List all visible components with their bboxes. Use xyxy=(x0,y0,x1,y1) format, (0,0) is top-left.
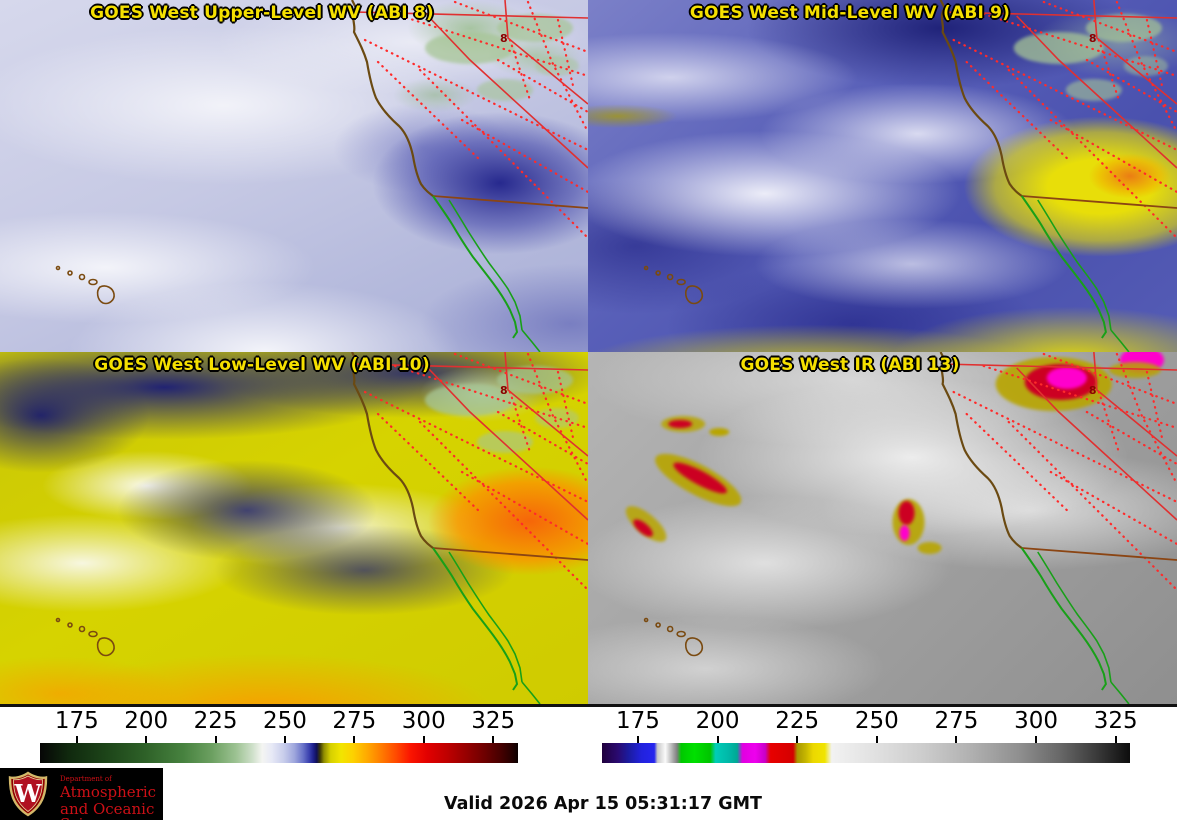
map-overlay-host: 8 xyxy=(0,0,588,352)
panel-title: GOES West IR (ABI 13) xyxy=(740,355,960,375)
coast-marker: 8 xyxy=(1089,32,1097,45)
county-borders-dotted xyxy=(363,0,588,240)
uw-crest-icon: W xyxy=(8,771,48,817)
ir-cold-cloud-enhancement xyxy=(625,352,1164,554)
coastline xyxy=(351,352,434,549)
colorbar-tick-label: 325 xyxy=(1093,708,1138,734)
us-mexico-border xyxy=(432,547,588,561)
svg-text:W: W xyxy=(14,779,43,808)
colorbar-tick xyxy=(1114,736,1117,743)
hawaii-islands xyxy=(55,617,115,657)
terrain-shading xyxy=(425,14,579,101)
colorbar-tick-label: 200 xyxy=(124,708,169,734)
colorbar-tick-label: 225 xyxy=(193,708,238,734)
colorbar-tick xyxy=(492,736,495,743)
colorbar-tick xyxy=(214,736,217,743)
coast-marker: 8 xyxy=(1089,384,1097,397)
valid-timestamp: Valid 2026 Apr 15 05:31:17 GMT xyxy=(444,794,762,814)
map-overlay: 8 xyxy=(625,352,1177,704)
colorbar-tick xyxy=(636,736,639,743)
logo-line1-text: Atmospheric xyxy=(60,783,157,801)
baja-outline xyxy=(1020,195,1130,352)
panel-ir: 8 GOES West IR (ABI 13) xyxy=(588,352,1177,707)
colorbar-tick-label: 250 xyxy=(263,708,307,734)
colorbar-tick-label: 300 xyxy=(1014,708,1059,734)
colorbar-tick-label: 250 xyxy=(854,708,899,734)
baja-outline xyxy=(432,547,541,704)
colorbar-tick xyxy=(875,736,878,743)
map-overlay: 8 xyxy=(55,352,588,704)
state-borders xyxy=(353,352,588,521)
map-overlay-host: 8 xyxy=(0,352,588,704)
us-mexico-border xyxy=(432,195,588,209)
colorbar-tick xyxy=(1035,736,1038,743)
colorbar-tick-label: 300 xyxy=(401,708,446,734)
map-overlay-host: 8 xyxy=(588,352,1177,704)
map-overlay-host: 8 xyxy=(588,0,1177,352)
colorbar-tick-label: 175 xyxy=(615,708,660,734)
hawaii-islands xyxy=(643,265,704,305)
coastline xyxy=(351,0,434,197)
colorbar-tick xyxy=(716,736,719,743)
state-borders xyxy=(942,352,1177,521)
panel-mid-level-wv: 8 GOES West Mid-Level WV (ABI 9) xyxy=(588,0,1177,352)
panel-upper-level-wv: 8 GOES West Upper-Level WV (ABI 8) xyxy=(0,0,588,352)
wv-colorbar-ticks xyxy=(40,736,518,743)
county-borders-dotted xyxy=(952,0,1177,240)
colorbar-tick-label: 175 xyxy=(54,708,99,734)
county-borders-dotted xyxy=(363,352,588,592)
colorbar-tick-label: 275 xyxy=(332,708,377,734)
colorbar-tick xyxy=(796,736,799,743)
colorbar-tick xyxy=(353,736,356,743)
state-borders xyxy=(353,0,588,169)
coast-marker: 8 xyxy=(500,32,508,45)
terrain-shading xyxy=(425,366,579,453)
panel-title: GOES West Mid-Level WV (ABI 9) xyxy=(689,3,1011,23)
colorbar-tick xyxy=(955,736,958,743)
ir-colorbar-ticks xyxy=(602,736,1130,743)
colorbar-tick xyxy=(145,736,148,743)
colorbar-tick xyxy=(283,736,286,743)
colorbar-tick xyxy=(75,736,78,743)
coastline xyxy=(939,352,1023,549)
us-mexico-border xyxy=(1021,195,1177,209)
state-borders xyxy=(942,0,1177,169)
panel-title: GOES West Low-Level WV (ABI 10) xyxy=(94,355,430,375)
panel-title: GOES West Upper-Level WV (ABI 8) xyxy=(90,3,434,23)
wv-colorbar-gradient xyxy=(40,743,518,763)
coastline xyxy=(939,0,1023,197)
terrain-shading xyxy=(1013,14,1168,101)
colorbar-tick-label: 275 xyxy=(934,708,979,734)
hawaii-islands xyxy=(55,265,115,305)
baja-outline xyxy=(432,195,541,352)
us-mexico-border xyxy=(1021,547,1177,561)
ir-colorbar-gradient xyxy=(602,743,1130,763)
coast-marker: 8 xyxy=(500,384,508,397)
wv-colorbar: 175 200 225 250 275 300 325 xyxy=(40,708,518,764)
colorbar-tick-label: 325 xyxy=(471,708,516,734)
baja-outline xyxy=(1020,547,1130,704)
colorbar-tick-label: 200 xyxy=(695,708,740,734)
ir-colorbar: 175 200 225 250 275 300 325 xyxy=(602,708,1138,764)
aos-logo: W Department of Atmospheric and Oceanic … xyxy=(0,768,163,820)
colorbar-tick xyxy=(422,736,425,743)
logo-dept-text: Department of xyxy=(60,775,112,783)
colorbar-tick-label: 225 xyxy=(775,708,820,734)
hawaii-islands xyxy=(643,617,704,657)
panel-low-level-wv: 8 GOES West Low-Level WV (ABI 10) xyxy=(0,352,588,707)
map-overlay: 8 xyxy=(643,0,1177,352)
logo-line2-text: and Oceanic Sciences xyxy=(60,800,155,820)
wv-colorbar-labels: 175 200 225 250 275 300 325 xyxy=(40,708,518,735)
map-overlay: 8 xyxy=(55,0,588,352)
ir-colorbar-labels: 175 200 225 250 275 300 325 xyxy=(602,708,1138,735)
county-borders-dotted xyxy=(952,352,1177,592)
